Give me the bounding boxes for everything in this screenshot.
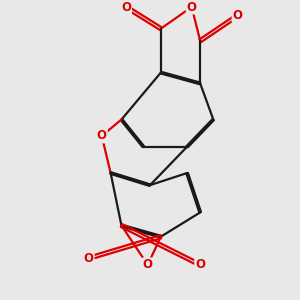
Text: O: O <box>121 1 131 13</box>
Text: O: O <box>97 129 107 142</box>
Text: O: O <box>187 1 197 13</box>
Text: O: O <box>232 9 243 22</box>
Text: O: O <box>195 258 205 272</box>
Text: O: O <box>84 252 94 265</box>
Text: O: O <box>143 258 153 272</box>
